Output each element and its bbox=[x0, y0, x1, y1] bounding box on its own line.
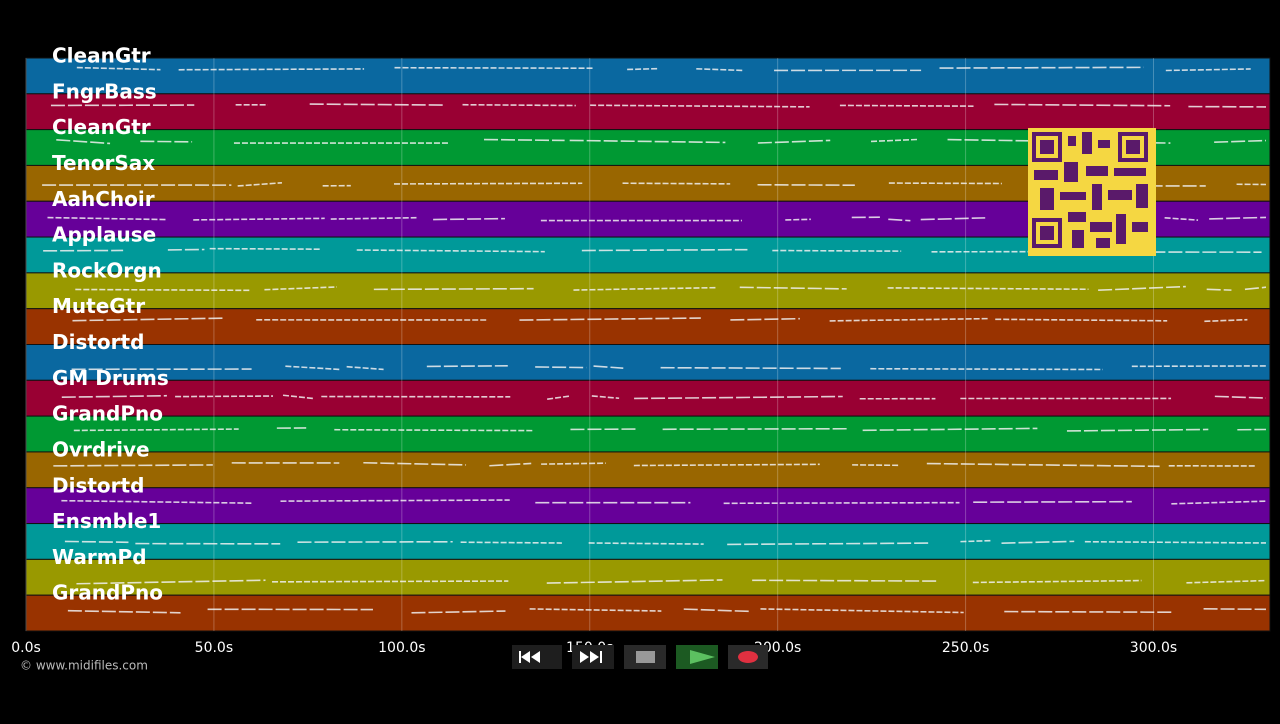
track-row bbox=[26, 452, 1270, 488]
qr-code bbox=[1028, 128, 1156, 256]
note bbox=[752, 580, 937, 581]
copyright: © www.midifiles.com bbox=[20, 659, 148, 673]
note bbox=[280, 500, 509, 501]
note bbox=[785, 219, 811, 220]
track-row bbox=[26, 58, 1270, 94]
note bbox=[484, 140, 565, 141]
note bbox=[334, 430, 533, 431]
track-label: RockOrgn bbox=[52, 258, 162, 282]
note bbox=[661, 368, 841, 369]
time-tick-label: 250.0s bbox=[942, 640, 989, 656]
note bbox=[940, 67, 1144, 68]
track-row bbox=[26, 488, 1270, 524]
track-label: FngrBass bbox=[52, 79, 157, 103]
track-label: GM Drums bbox=[52, 366, 169, 390]
track-label: Ensmble1 bbox=[52, 509, 161, 533]
note bbox=[663, 429, 848, 430]
time-tick-label: 50.0s bbox=[195, 640, 233, 656]
track-label: Distortd bbox=[52, 330, 144, 354]
time-tick-label: 300.0s bbox=[1130, 640, 1177, 656]
track-label: MuteGtr bbox=[52, 294, 145, 318]
track-label: GrandPno bbox=[52, 402, 163, 426]
time-tick-label: 100.0s bbox=[378, 640, 425, 656]
note bbox=[870, 369, 1102, 370]
track-label: GrandPno bbox=[52, 581, 163, 605]
fast-forward-button[interactable] bbox=[572, 645, 614, 669]
track-label: Ovrdrive bbox=[52, 437, 150, 461]
note bbox=[1207, 289, 1232, 290]
note bbox=[589, 543, 704, 544]
transport-controls bbox=[512, 645, 768, 669]
record-button[interactable] bbox=[728, 645, 768, 669]
note bbox=[140, 141, 192, 142]
track-label: CleanGtr bbox=[52, 115, 151, 139]
track-row bbox=[26, 345, 1270, 381]
track-row bbox=[26, 416, 1270, 452]
note bbox=[724, 503, 960, 504]
track-row bbox=[26, 309, 1270, 345]
track-label: WarmPd bbox=[52, 545, 147, 569]
note bbox=[395, 68, 595, 69]
track-label: Applause bbox=[52, 223, 156, 247]
track-label: Distortd bbox=[52, 473, 144, 497]
track-row bbox=[26, 524, 1270, 560]
note bbox=[840, 105, 974, 106]
track-row bbox=[26, 595, 1270, 631]
rewind-button[interactable] bbox=[512, 645, 562, 669]
note bbox=[179, 69, 364, 70]
track-label: AahChoir bbox=[52, 187, 155, 211]
time-tick-label: 0.0s bbox=[11, 640, 41, 656]
play-button[interactable] bbox=[676, 645, 718, 669]
track-label: TenorSax bbox=[52, 151, 155, 175]
track-row bbox=[26, 94, 1270, 130]
stop-button[interactable] bbox=[624, 645, 666, 669]
note bbox=[463, 105, 576, 106]
note bbox=[623, 183, 731, 184]
note bbox=[427, 366, 508, 367]
track-row bbox=[26, 559, 1270, 595]
track-label: CleanGtr bbox=[52, 44, 151, 68]
note bbox=[433, 219, 505, 220]
note bbox=[772, 251, 901, 252]
note bbox=[535, 367, 586, 368]
